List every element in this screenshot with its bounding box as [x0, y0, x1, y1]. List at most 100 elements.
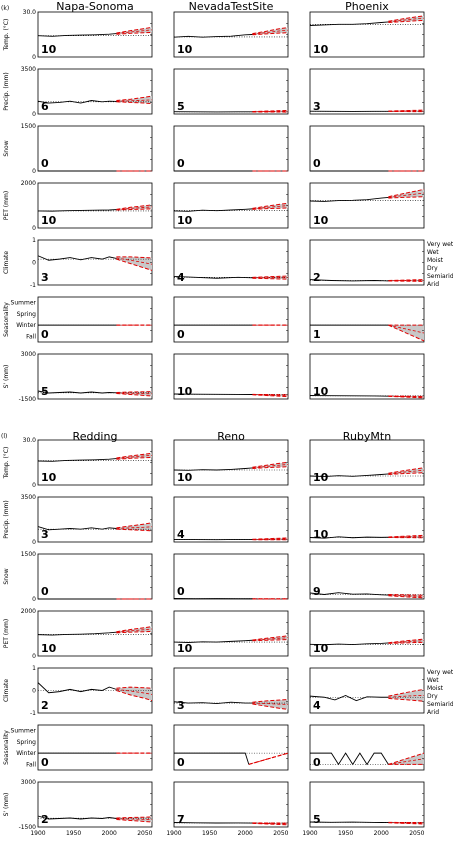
site-title: Napa-Sonoma [56, 0, 134, 13]
climate-class-label: Semiarid [427, 701, 453, 708]
historical-line [37, 390, 117, 394]
model-count-label: 0 [177, 585, 185, 598]
historical-line [37, 682, 117, 694]
climate-class-label: Very wet [427, 669, 453, 676]
subplot: 10 [309, 439, 425, 486]
projection-low-line [116, 208, 153, 211]
projection-high-line [116, 626, 153, 633]
projection-low-line [388, 697, 425, 702]
y-tick-label: 0 [32, 111, 36, 118]
subplot: 10 [37, 610, 153, 657]
model-count-label: 4 [177, 271, 185, 284]
historical-line [173, 393, 253, 395]
subplot: 10 [309, 496, 425, 543]
historical-line [37, 526, 117, 531]
subplot: 0 [37, 125, 153, 172]
projection-low-line [116, 393, 153, 397]
plot-frame [309, 239, 425, 286]
projection-high-line [116, 391, 153, 393]
projection-mid-line [116, 688, 153, 695]
model-count-label: 0 [41, 328, 49, 341]
y-axis-label: Snow [3, 140, 10, 156]
y-tick-label: 1 [32, 237, 36, 244]
historical-line [309, 694, 389, 702]
x-tick-label: 1900 [30, 830, 45, 837]
model-count-label: 10 [177, 43, 193, 56]
projection-low-line [116, 101, 153, 105]
x-tick-label: 1950 [66, 830, 81, 837]
projection-high-line [252, 635, 289, 641]
projection-low-line [252, 639, 289, 642]
y-tick-label: Spring [17, 739, 37, 746]
model-count-label: 10 [313, 385, 329, 398]
plot-frame [37, 724, 153, 771]
projection-low-line [388, 641, 425, 644]
subplot: 10 [309, 11, 425, 58]
projection-band [252, 699, 288, 710]
historical-line [173, 208, 253, 212]
y-tick-label: 30.0 [23, 9, 37, 16]
historical-line [309, 395, 389, 397]
y-tick-label: Fall [26, 761, 36, 768]
y-tick-label: Spring [17, 311, 37, 318]
projection-high-line [116, 256, 153, 259]
projection-mid-line [388, 324, 425, 334]
projection-high-line [252, 202, 289, 209]
plot-frame [309, 553, 425, 600]
y-axis-label: Seasonality [3, 302, 10, 337]
model-count-label: 3 [41, 528, 49, 541]
plot-frame [309, 125, 425, 172]
projection-low-line [116, 690, 153, 702]
x-tick-label: 2000 [238, 830, 253, 837]
model-count-label: 2 [41, 813, 49, 826]
site-title: Redding [73, 430, 118, 443]
y-tick-label: Winter [16, 750, 36, 757]
historical-line [309, 279, 389, 282]
subplot: 3 [173, 667, 289, 714]
plot-frame [309, 68, 425, 115]
projection-mid-line [252, 822, 289, 825]
projection-high-line [116, 686, 153, 689]
subplot: 0 [173, 553, 289, 600]
model-count-label: 10 [313, 214, 329, 227]
model-count-label: 5 [313, 813, 321, 826]
projection-low-line [388, 324, 425, 342]
climate-class-label: Dry [427, 265, 438, 272]
projection-high-line [388, 15, 425, 22]
projection-high-line [252, 699, 289, 703]
historical-line [173, 34, 253, 38]
plot-frame [173, 296, 289, 343]
y-axis-label: Precip. (mm) [3, 500, 10, 539]
x-tick-label: 1950 [338, 830, 353, 837]
projection-low-line [116, 456, 153, 460]
projection-high-line [388, 638, 425, 644]
plot-frame [37, 68, 153, 115]
projection-high-line [116, 522, 153, 529]
model-count-label: 10 [313, 642, 329, 655]
subplot: 0 [173, 724, 289, 771]
subplot: 3 [37, 239, 153, 286]
projection-low-line [252, 32, 289, 36]
projection-low-line [252, 207, 289, 210]
y-tick-label: 3500 [21, 66, 36, 73]
y-axis-label: S' (mm) [3, 365, 10, 389]
plot-frame [309, 781, 425, 828]
y-tick-label: 0 [32, 225, 36, 232]
climate-class-label: Wet [427, 677, 439, 684]
subplot: 10 [173, 610, 289, 657]
climate-class-label: Moist [427, 685, 444, 692]
projection-mid-line [388, 395, 425, 398]
subplot: 6 [37, 68, 153, 115]
subplot: 10 [309, 353, 425, 400]
model-count-label: 3 [177, 699, 185, 712]
model-count-label: 0 [177, 328, 185, 341]
y-tick-label: 0 [32, 653, 36, 660]
historical-line [309, 821, 389, 824]
y-axis-label: Climate [3, 679, 10, 702]
y-tick-label: Summer [11, 300, 37, 307]
historical-line [309, 592, 389, 596]
projection-mid-line [116, 29, 153, 34]
subplot: 4 [309, 667, 425, 714]
plot-frame [37, 125, 153, 172]
projection-mid-line [388, 536, 425, 538]
